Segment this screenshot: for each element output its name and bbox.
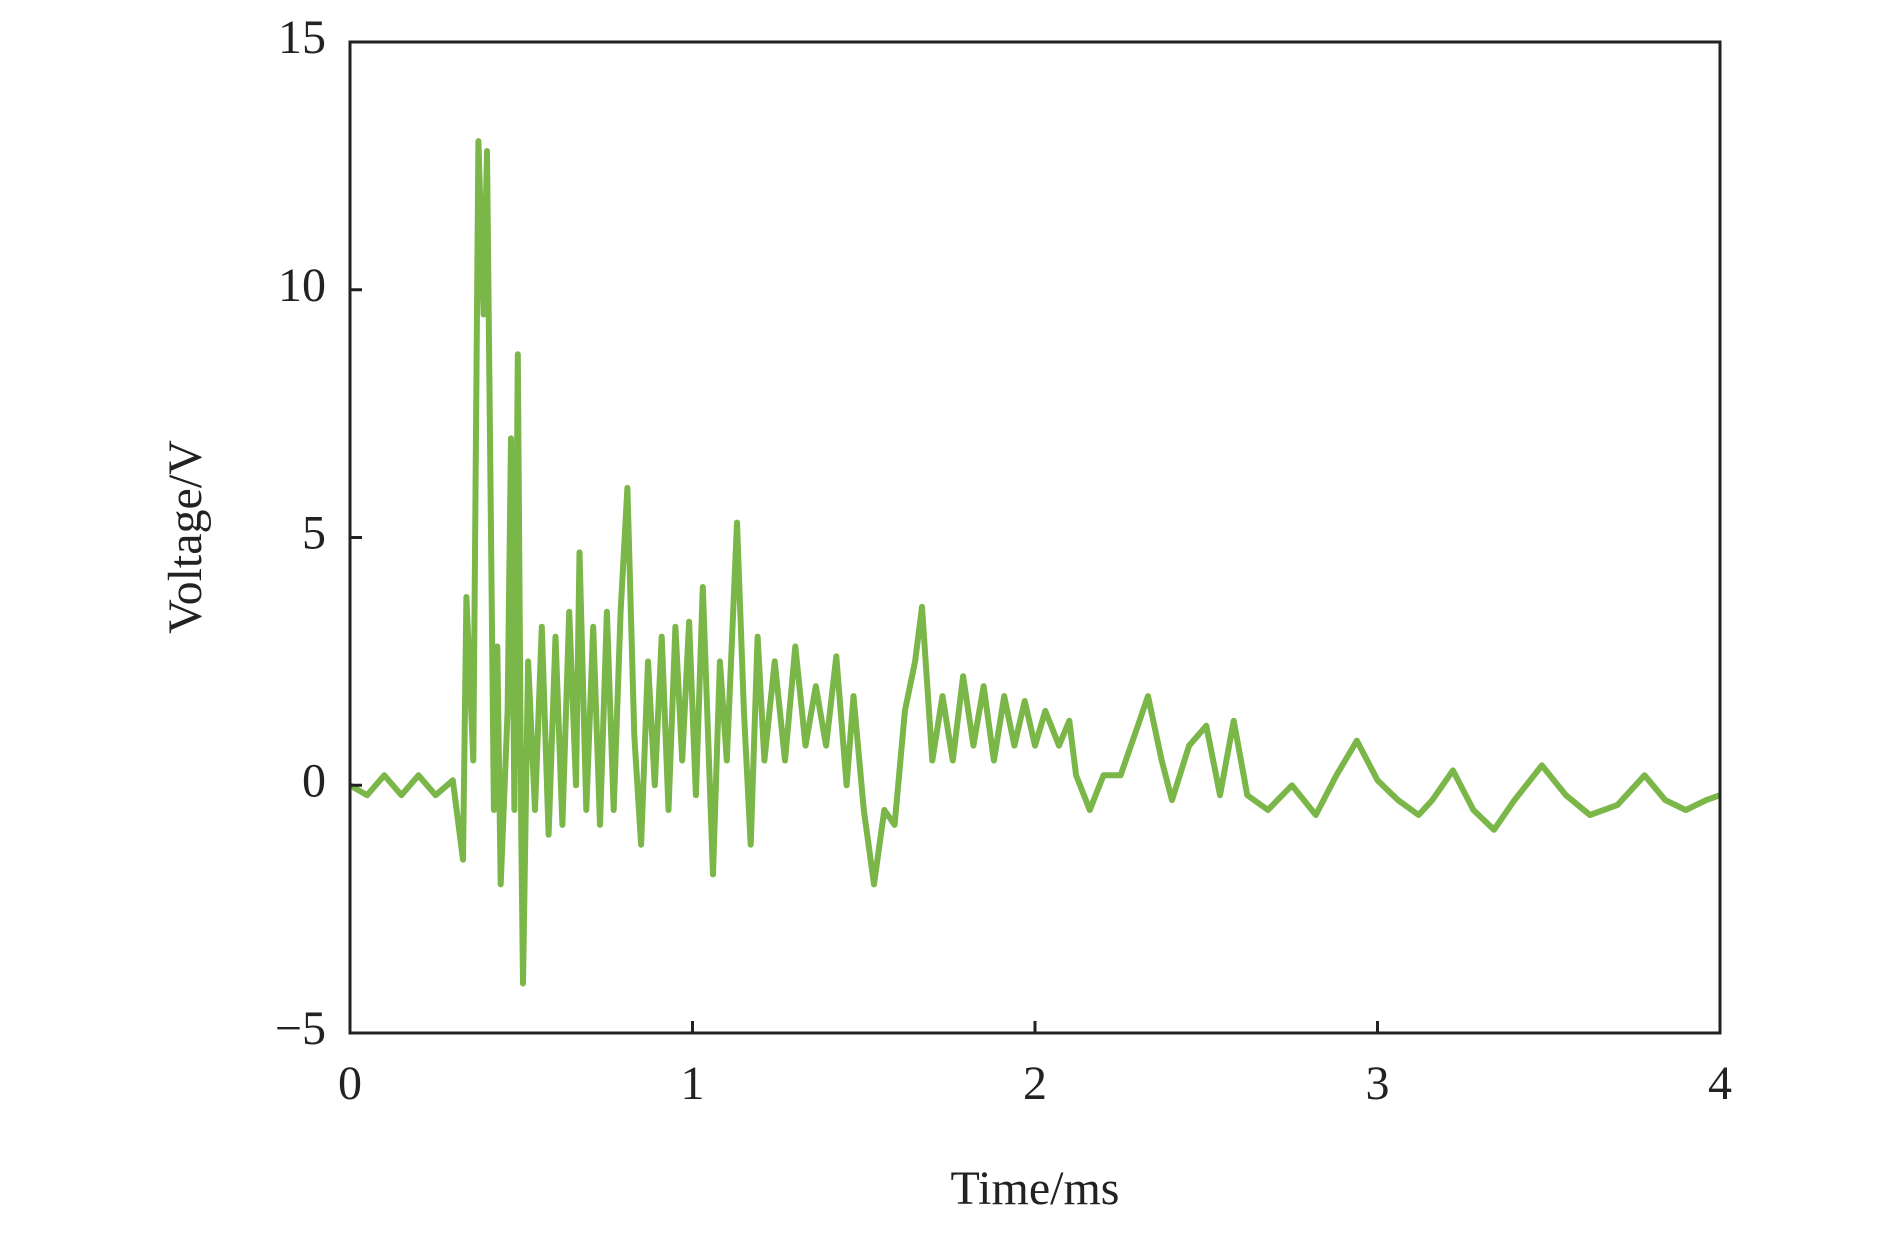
x-tick-label: 2: [1023, 1057, 1047, 1110]
plot-frame: [348, 40, 1722, 1035]
x-tick-label: 1: [681, 1057, 705, 1110]
y-tick-label: 15: [278, 11, 326, 64]
y-tick-label: 10: [278, 259, 326, 312]
y-axis-label: Voltage/V: [159, 440, 212, 634]
x-axis-label: Time/ms: [951, 1162, 1120, 1215]
y-tick-label: −5: [275, 1002, 326, 1055]
y-tick-label: 5: [302, 507, 326, 560]
data-line: [348, 138, 1722, 987]
x-tick-label: 3: [1366, 1057, 1390, 1110]
x-tick-label: 4: [1708, 1057, 1732, 1110]
y-tick-label: 0: [302, 754, 326, 807]
x-tick-label: 0: [338, 1057, 362, 1110]
